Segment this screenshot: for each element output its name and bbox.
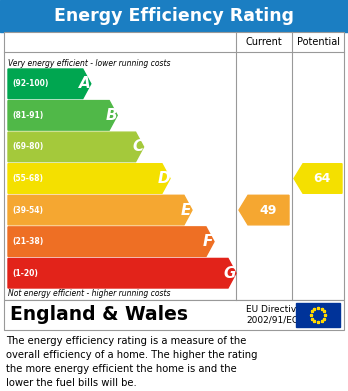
Text: (92-100): (92-100) [12, 79, 48, 88]
Text: the more energy efficient the home is and the: the more energy efficient the home is an… [6, 364, 237, 374]
Polygon shape [8, 258, 236, 288]
Text: (55-68): (55-68) [12, 174, 43, 183]
Text: 64: 64 [313, 172, 331, 185]
Polygon shape [294, 164, 342, 193]
Text: England & Wales: England & Wales [10, 305, 188, 325]
Text: F: F [203, 234, 213, 249]
Text: The energy efficiency rating is a measure of the: The energy efficiency rating is a measur… [6, 336, 246, 346]
Text: (1-20): (1-20) [12, 269, 38, 278]
Text: (39-54): (39-54) [12, 206, 43, 215]
Text: C: C [132, 140, 143, 154]
Polygon shape [8, 100, 117, 130]
Text: (81-91): (81-91) [12, 111, 43, 120]
Text: E: E [181, 203, 191, 217]
Text: lower the fuel bills will be.: lower the fuel bills will be. [6, 378, 137, 388]
Text: A: A [79, 76, 91, 91]
Polygon shape [239, 195, 289, 225]
Polygon shape [8, 132, 144, 162]
Text: Energy Efficiency Rating: Energy Efficiency Rating [54, 7, 294, 25]
Text: G: G [224, 266, 236, 281]
Text: EU Directive: EU Directive [246, 305, 302, 314]
Polygon shape [8, 69, 91, 99]
Text: (69-80): (69-80) [12, 142, 43, 151]
Text: (21-38): (21-38) [12, 237, 43, 246]
Bar [4, 300, 344, 330]
Bar [296, 303, 340, 327]
Text: overall efficiency of a home. The higher the rating: overall efficiency of a home. The higher… [6, 350, 258, 360]
Text: Very energy efficient - lower running costs: Very energy efficient - lower running co… [8, 59, 171, 68]
Text: Not energy efficient - higher running costs: Not energy efficient - higher running co… [8, 289, 171, 298]
Bar [4, 32, 344, 300]
Text: Current: Current [246, 37, 282, 47]
Polygon shape [8, 164, 170, 193]
Text: 49: 49 [259, 204, 277, 217]
Text: B: B [105, 108, 117, 123]
Text: Potential: Potential [296, 37, 340, 47]
Polygon shape [8, 227, 214, 256]
Text: D: D [158, 171, 170, 186]
Polygon shape [8, 195, 192, 225]
Bar [0, 0, 348, 32]
Text: 2002/91/EC: 2002/91/EC [246, 316, 298, 325]
